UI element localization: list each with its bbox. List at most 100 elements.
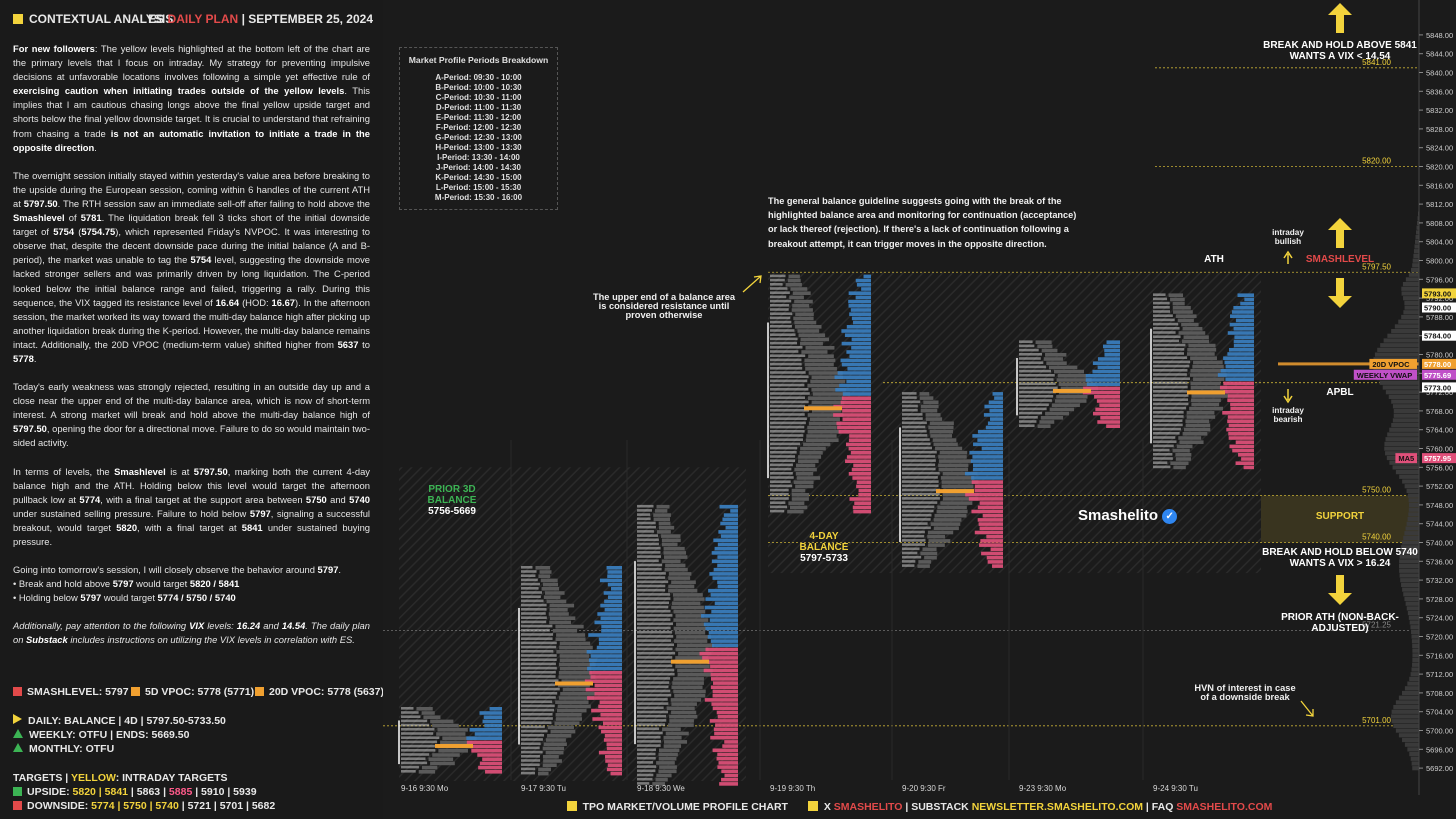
tpo-letters <box>902 534 925 538</box>
level-label: 5740.00 <box>1362 533 1391 542</box>
session-volume-bar <box>489 707 502 711</box>
analysis-text: For new followers: The yellow levels hig… <box>13 42 370 662</box>
tpo-letters <box>521 624 553 628</box>
session-volume-bar <box>1097 365 1120 370</box>
tpo-letters <box>521 620 547 624</box>
tpo-letters <box>770 333 796 336</box>
session-volume-bar <box>835 388 871 392</box>
session-volume-bar <box>713 727 738 732</box>
tpo-letters <box>770 476 794 479</box>
price-badge-label: 5757.95 <box>1424 454 1451 463</box>
volume-bar <box>1410 756 1419 761</box>
tpo-letters <box>637 735 661 739</box>
volume-bar <box>1412 766 1419 771</box>
volume-bar <box>1402 540 1419 545</box>
volume-bar <box>1374 352 1419 357</box>
tpo-gray-bar <box>920 408 938 413</box>
session-volume-bar <box>604 734 622 738</box>
tpo-letters <box>637 656 673 659</box>
intraday-bullish-note: intraday bullish <box>1272 228 1304 246</box>
session-volume-bar <box>710 664 738 669</box>
tpo-letters <box>770 287 788 290</box>
tpo-letters <box>401 765 419 769</box>
price-tick-label: 5768.00 <box>1426 407 1453 416</box>
legend-daily: DAILY: BALANCE | 4D | 5797.50-5733.50 <box>13 714 226 727</box>
tpo-letters <box>637 681 670 684</box>
tpo-letters <box>770 484 793 488</box>
tpo-letters <box>902 459 936 462</box>
side-tag <box>1369 358 1417 369</box>
session-volume-bar <box>703 668 738 673</box>
tpo-gray-bar <box>669 714 698 719</box>
tpo-letters <box>637 542 659 546</box>
session-volume-bar <box>710 735 738 740</box>
orange-square-icon <box>131 687 140 696</box>
tpo-letters <box>401 728 435 731</box>
session-volume-bar <box>482 757 502 761</box>
tpo-letters <box>1019 365 1046 369</box>
tpo-letters <box>637 534 659 537</box>
tpo-letters <box>770 337 798 341</box>
session-volume-bar <box>841 329 871 333</box>
session-volume-bar <box>848 438 871 442</box>
tpo-gray-bar <box>1049 407 1075 412</box>
faq-link[interactable]: SMASHELITO.COM <box>1176 801 1273 813</box>
tpo-gray-bar <box>545 591 565 595</box>
tpo-letters <box>902 497 940 500</box>
tpo-gray-bar <box>936 509 968 514</box>
tpo-gray-bar <box>799 451 823 455</box>
poc-bar <box>936 489 974 494</box>
tpo-chart-svg: 5841.005820.005797.505774.005750.005740.… <box>383 0 1456 795</box>
tpo-letters <box>902 429 927 433</box>
legend-smashlevel: SMASHLEVEL: 5797 <box>13 686 129 698</box>
side-tag <box>1353 369 1417 380</box>
session-volume-bar <box>607 582 622 587</box>
session-volume-bar <box>849 354 871 358</box>
tpo-letters <box>770 341 798 345</box>
session-volume-bar <box>598 641 622 646</box>
tpo-letters <box>1153 322 1179 326</box>
price-tick-label: 5788.00 <box>1426 313 1453 322</box>
tpo-letters <box>637 517 651 521</box>
tpo-letters <box>637 630 672 634</box>
tpo-gray-bar <box>555 700 589 704</box>
tpo-gray-bar <box>677 672 711 677</box>
tpo-letters <box>401 711 419 714</box>
session-volume-bar <box>1229 444 1254 449</box>
session-volume-bar <box>466 736 502 740</box>
session-volume-bar <box>703 622 738 627</box>
tpo-gray-bar <box>938 459 973 463</box>
tpo-gray-bar <box>1193 360 1223 365</box>
tpo-gray-bar <box>1185 419 1210 423</box>
x-link[interactable]: SMASHELITO <box>833 801 903 813</box>
tpo-letters <box>1153 440 1177 443</box>
session-volume-bar <box>987 421 1003 426</box>
price-tick-label: 5808.00 <box>1426 219 1453 228</box>
tpo-letters <box>637 706 664 710</box>
volume-bar <box>1399 568 1419 573</box>
tpo-letters <box>1153 444 1174 448</box>
session-volume-bar <box>1235 440 1254 444</box>
tpo-letters <box>1153 457 1173 460</box>
price-tick-label: 5752.00 <box>1426 482 1453 491</box>
tpo-letters <box>521 708 555 712</box>
tpo-letters <box>401 740 438 744</box>
tpo-letters <box>770 283 783 286</box>
session-volume-bar <box>608 595 622 599</box>
price-badge <box>1422 382 1456 393</box>
price-badge <box>1422 453 1456 464</box>
tpo-gray-bar <box>811 400 845 405</box>
tpo-gray-bar <box>550 729 576 734</box>
tpo-letters <box>521 599 544 603</box>
session-volume-bar <box>604 599 622 604</box>
hvn-note: HVN of interest in case of a downside br… <box>1194 683 1296 702</box>
price-badge <box>1422 288 1456 299</box>
session-volume-bar <box>1230 314 1254 318</box>
session-volume-bar <box>974 484 1003 489</box>
tpo-gray-bar <box>794 467 817 472</box>
newsletter-link[interactable]: NEWSLETTER.SMASHELITO.COM <box>971 801 1143 813</box>
plan-title: ES DAILY PLAN | SEPTEMBER 25, 2024 <box>148 12 373 26</box>
tpo-letters <box>902 509 934 513</box>
tpo-gray-bar <box>918 560 932 564</box>
price-badge-label: 5775.69 <box>1424 371 1451 380</box>
